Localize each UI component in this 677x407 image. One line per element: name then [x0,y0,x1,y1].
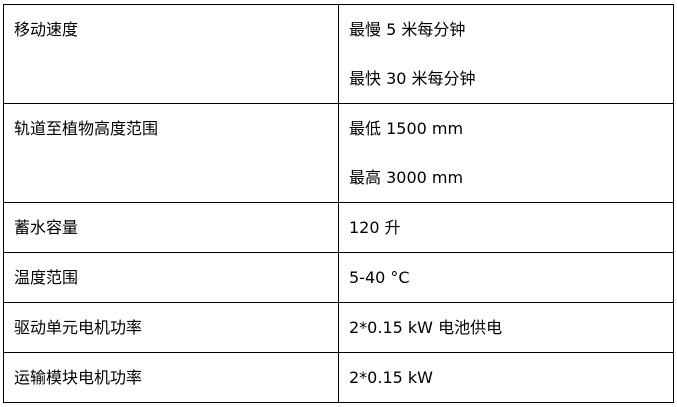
spec-value: 2*0.15 kW [349,368,433,387]
spec-value: 2*0.15 kW 电池供电 [349,318,503,337]
spec-label-cell: 轨道至植物高度范围 [3,103,339,203]
table-row: 驱动单元电机功率 2*0.15 kW 电池供电 [3,302,674,353]
spec-label: 蓄水容量 [14,218,79,237]
spec-label-cell: 温度范围 [3,252,339,303]
spec-value: 最低 1500 mm [349,119,464,138]
spec-label: 运输模块电机功率 [14,368,143,387]
spec-table: 移动速度 最慢 5 米每分钟 最快 30 米每分钟轨道至植物高度范围 最低 1500 … [3,4,674,403]
spec-label: 温度范围 [14,268,79,287]
table-row: 轨道至植物高度范围 最低 1500 mm 最高 3000 mm [3,103,674,203]
spec-value-cell: 2*0.15 kW [338,352,674,403]
spec-value-cell: 2*0.15 kW 电池供电 [338,302,674,353]
table-row: 蓄水容量 120 升 [3,202,674,253]
spec-label-cell: 蓄水容量 [3,202,339,253]
spec-value: 最快 30 米每分钟 [349,69,476,88]
spec-value: 最高 3000 mm [349,168,464,187]
spec-value: 120 升 [349,218,401,237]
spec-value-cell: 5-40 °C [338,252,674,303]
spec-label-cell: 运输模块电机功率 [3,352,339,403]
spec-label: 驱动单元电机功率 [14,318,143,337]
spec-label: 轨道至植物高度范围 [14,119,159,138]
table-row: 温度范围 5-40 °C [3,252,674,303]
spec-label-cell: 移动速度 [3,4,339,104]
spec-value-cell: 120 升 [338,202,674,253]
spec-value: 5-40 °C [349,268,410,287]
table-row: 运输模块电机功率 2*0.15 kW [3,352,674,403]
table-row: 移动速度 最慢 5 米每分钟 最快 30 米每分钟 [3,4,674,104]
spec-value: 最慢 5 米每分钟 [349,20,466,39]
spec-value-cell: 最低 1500 mm 最高 3000 mm [338,103,674,203]
spec-label: 移动速度 [14,20,79,39]
spec-label-cell: 驱动单元电机功率 [3,302,339,353]
spec-value-cell: 最慢 5 米每分钟 最快 30 米每分钟 [338,4,674,104]
